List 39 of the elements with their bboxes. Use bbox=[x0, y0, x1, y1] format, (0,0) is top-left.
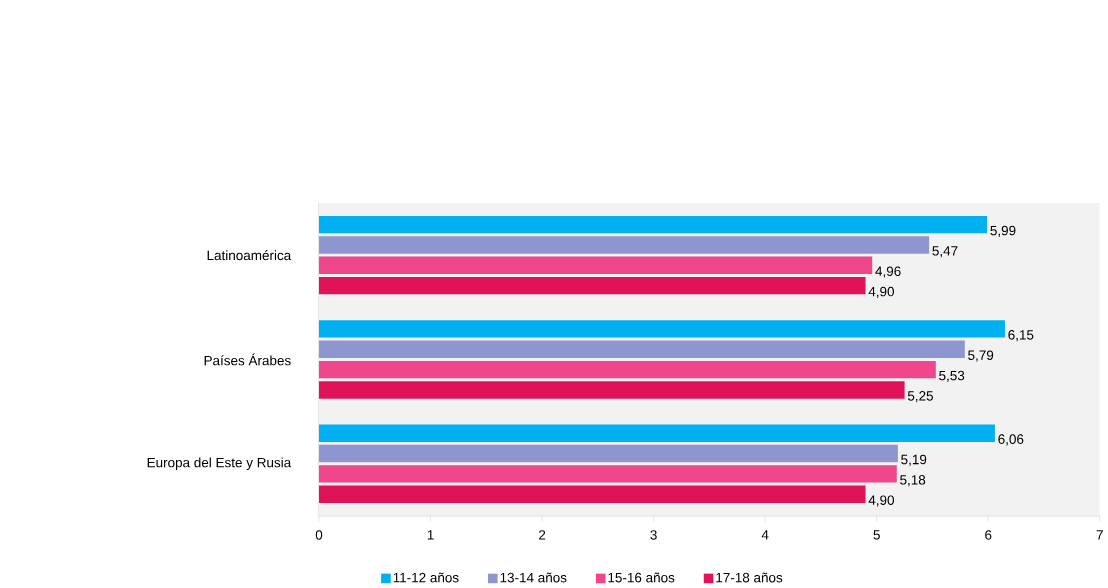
legend-label: 13-14 años bbox=[500, 572, 567, 583]
legend-label: 15-16 años bbox=[608, 572, 675, 583]
x-tick-label: 5 bbox=[873, 530, 880, 540]
x-tick-label: 6 bbox=[985, 530, 992, 540]
data-label: 5,79 bbox=[968, 350, 994, 362]
x-tick-label: 2 bbox=[539, 530, 546, 540]
data-label: 5,19 bbox=[901, 454, 927, 466]
legend-label: 17-18 años bbox=[716, 572, 783, 583]
data-label: 6,06 bbox=[998, 434, 1024, 446]
x-tick-label: 4 bbox=[761, 530, 769, 540]
bar bbox=[319, 465, 897, 483]
data-label: 5,47 bbox=[932, 246, 958, 258]
data-label: 4,90 bbox=[868, 286, 895, 298]
x-tick-label: 0 bbox=[315, 530, 323, 540]
bar bbox=[319, 485, 866, 503]
bar bbox=[319, 276, 866, 295]
data-label: 5,18 bbox=[900, 474, 926, 487]
bar bbox=[319, 424, 995, 442]
data-label: 4,96 bbox=[875, 266, 901, 278]
bar bbox=[319, 444, 898, 463]
data-label: 4,90 bbox=[868, 495, 895, 507]
bar bbox=[319, 215, 988, 234]
y-tick-label: Latinoamérica bbox=[207, 250, 292, 261]
data-label: 5,99 bbox=[990, 225, 1016, 237]
data-label: 5,53 bbox=[939, 370, 965, 382]
legend-label: 11-12 años bbox=[393, 572, 459, 583]
data-label: 6,15 bbox=[1008, 330, 1034, 342]
bar bbox=[319, 360, 936, 379]
bar bbox=[319, 381, 905, 399]
bar bbox=[319, 256, 873, 274]
x-tick-label: 7 bbox=[1096, 530, 1103, 540]
bar bbox=[319, 236, 930, 254]
bar bbox=[319, 340, 965, 358]
y-tick-label: Países Árabes bbox=[204, 353, 291, 366]
x-tick-label: 3 bbox=[650, 530, 657, 540]
data-label: 5,25 bbox=[907, 391, 933, 403]
bar bbox=[319, 320, 1005, 338]
x-tick-label: 1 bbox=[427, 530, 434, 540]
y-tick-label: Europa del Este y Rusia bbox=[147, 457, 292, 470]
